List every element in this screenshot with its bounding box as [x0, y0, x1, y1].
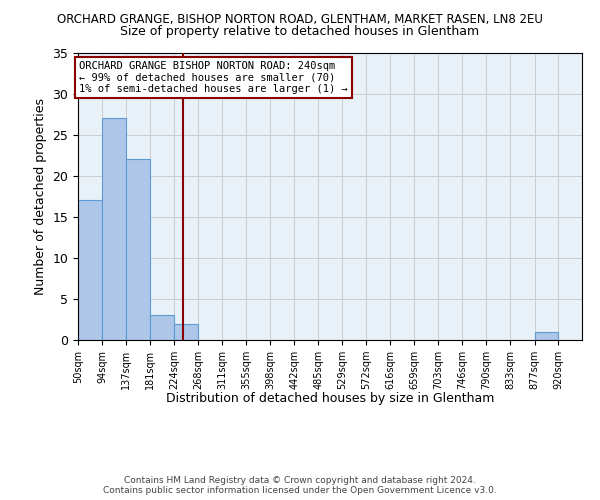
Bar — [126, 160, 151, 340]
Bar — [78, 200, 102, 340]
Text: Size of property relative to detached houses in Glentham: Size of property relative to detached ho… — [121, 25, 479, 38]
Text: ORCHARD GRANGE BISHOP NORTON ROAD: 240sqm
← 99% of detached houses are smaller (: ORCHARD GRANGE BISHOP NORTON ROAD: 240sq… — [79, 60, 348, 94]
Bar — [174, 324, 199, 340]
Text: Contains HM Land Registry data © Crown copyright and database right 2024.
Contai: Contains HM Land Registry data © Crown c… — [103, 476, 497, 495]
Bar — [535, 332, 558, 340]
Bar — [102, 118, 126, 340]
Text: ORCHARD GRANGE, BISHOP NORTON ROAD, GLENTHAM, MARKET RASEN, LN8 2EU: ORCHARD GRANGE, BISHOP NORTON ROAD, GLEN… — [57, 12, 543, 26]
Y-axis label: Number of detached properties: Number of detached properties — [34, 98, 47, 294]
Bar — [151, 316, 174, 340]
X-axis label: Distribution of detached houses by size in Glentham: Distribution of detached houses by size … — [166, 392, 494, 405]
